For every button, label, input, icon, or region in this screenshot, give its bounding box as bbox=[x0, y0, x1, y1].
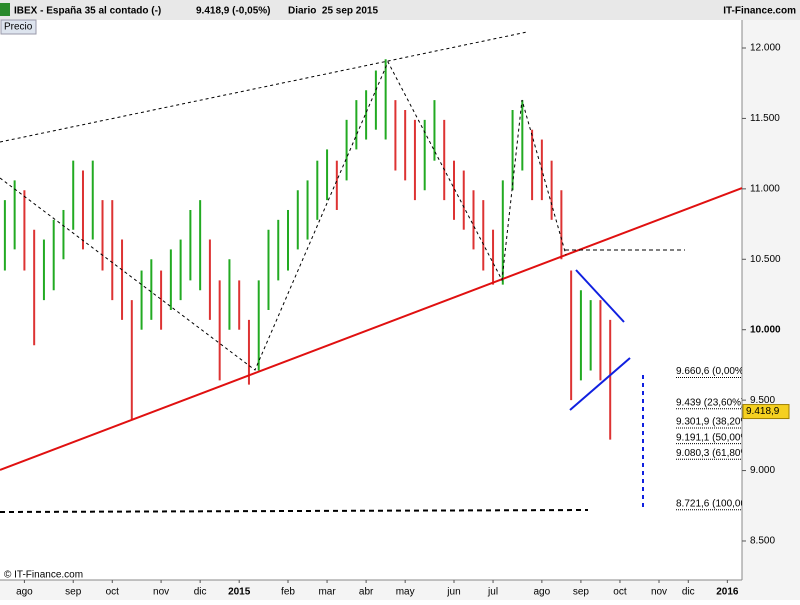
fib-label: 9.439 (23,60%) bbox=[676, 397, 744, 408]
target-line bbox=[0, 509, 589, 513]
last-price-box bbox=[742, 404, 790, 420]
last-price-label: 9.418,9 bbox=[746, 406, 780, 417]
x-tick-label: 2015 bbox=[228, 587, 251, 598]
zigzag bbox=[0, 60, 567, 371]
x-tick-label: dic bbox=[194, 587, 207, 598]
x-tick-label: sep bbox=[65, 587, 82, 598]
wedge-line bbox=[569, 357, 631, 411]
plot: 9.660,6 (0,00%) 9.439 (23,60%) 9.301,9 (38… bbox=[3, 59, 758, 509]
y-tick-label: 9.000 bbox=[750, 465, 775, 476]
fib-label: 9.191,1 (50,00%) bbox=[676, 432, 753, 443]
y-tick-label: 10.500 bbox=[750, 254, 781, 265]
x-tick-label: jun bbox=[446, 587, 460, 598]
x-tick-label: abr bbox=[359, 587, 374, 598]
y-tick-label: 12.000 bbox=[750, 43, 781, 54]
fib-label: 9.080,3 (61,80%) bbox=[676, 448, 753, 459]
x-tick-label: oct bbox=[613, 587, 627, 598]
panel-label: Precio bbox=[4, 22, 33, 33]
panel-label-box bbox=[0, 19, 37, 35]
y-tick-label: 11.500 bbox=[750, 113, 780, 124]
title: IBEX - España 35 al contado (-) bbox=[14, 6, 161, 17]
period: Diario 25 sep 2015 bbox=[288, 6, 378, 17]
copyright: © IT-Finance.com bbox=[4, 570, 83, 581]
x-tick-label: may bbox=[396, 587, 415, 598]
x-tick-label: oct bbox=[106, 587, 120, 598]
x-tick-label: nov bbox=[153, 587, 169, 598]
x-tick-label: sep bbox=[573, 587, 590, 598]
x-tick-label: nov bbox=[651, 587, 667, 598]
y-tick-label: 9.500 bbox=[750, 395, 775, 406]
y-tick-label: 11.000 bbox=[750, 183, 780, 194]
fib-label: 9.301,9 (38,20%) bbox=[676, 417, 753, 428]
x-tick-label: ago bbox=[534, 587, 551, 598]
icon bbox=[0, 3, 10, 16]
y-tick-label: 10.000 bbox=[750, 324, 781, 335]
x-tick-label: feb bbox=[281, 587, 295, 598]
y-axis-panel bbox=[742, 20, 800, 600]
header-bar bbox=[0, 0, 800, 20]
x-tick-label: 2016 bbox=[716, 587, 739, 598]
drawings bbox=[0, 31, 742, 513]
x-axis-panel bbox=[0, 580, 742, 600]
wedge-line bbox=[575, 269, 625, 323]
channel-line bbox=[0, 31, 528, 143]
y-tick-label: 8.500 bbox=[750, 536, 775, 547]
source: IT-Finance.com bbox=[723, 6, 796, 17]
x-tick-label: mar bbox=[318, 587, 336, 598]
x-tick-label: dic bbox=[682, 587, 695, 598]
fib-label: 9.660,6 (0,00%) bbox=[676, 366, 747, 377]
x-tick-label: ago bbox=[16, 587, 33, 598]
x-tick-label: jul bbox=[487, 587, 498, 598]
trend-line bbox=[0, 187, 742, 471]
fib-label: 8.721,6 (100,00%) bbox=[676, 498, 758, 509]
subtitle: 9.418,9 (-0,05%) bbox=[196, 6, 271, 17]
